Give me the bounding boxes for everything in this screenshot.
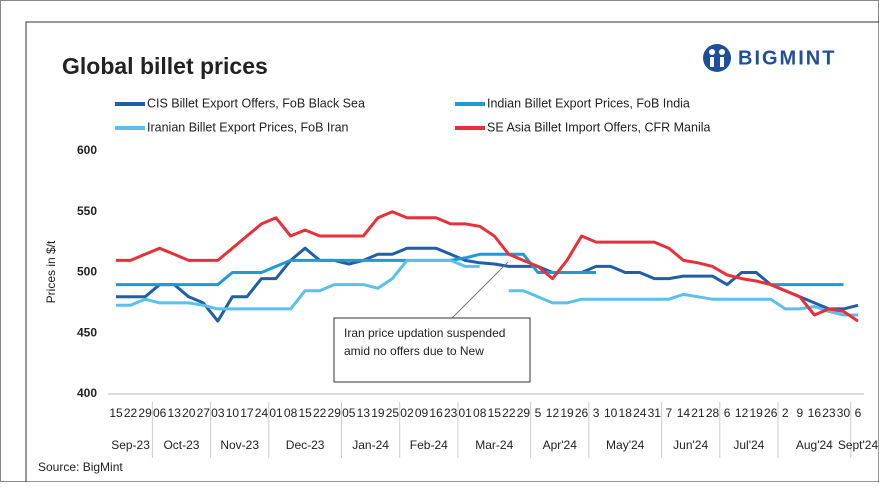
x-tick-label: 15: [488, 406, 502, 420]
x-tick-label: 23: [444, 406, 458, 420]
y-tick-label: 600: [77, 143, 97, 157]
annotation-text: Iran price updation suspended: [344, 326, 505, 340]
x-tick-label: 6: [724, 406, 731, 420]
x-tick-label: 01: [269, 406, 283, 420]
series-line: [116, 246, 859, 323]
x-tick-label: 16: [429, 406, 443, 420]
month-label: Apr'24: [543, 438, 578, 452]
x-tick-label: 19: [749, 406, 763, 420]
x-tick-label: 14: [677, 406, 691, 420]
x-tick-label: 17: [240, 406, 254, 420]
x-tick-label: 18: [619, 406, 633, 420]
legend-label: SE Asia Billet Import Offers, CFR Manila: [487, 120, 710, 134]
y-tick-label: 500: [77, 265, 97, 279]
x-tick-label: 25: [386, 406, 400, 420]
x-tick-label: 6: [855, 406, 862, 420]
chart-title: Global billet prices: [62, 53, 268, 79]
month-label: Sept'24: [838, 438, 879, 452]
x-tick-label: 3: [593, 406, 600, 420]
month-label: Jan-24: [352, 438, 389, 452]
x-tick-label: 24: [255, 406, 269, 420]
x-tick-label: 01: [458, 406, 472, 420]
x-tick-label: 13: [168, 406, 182, 420]
x-tick-label: 10: [604, 406, 618, 420]
month-label: Mar-24: [475, 438, 513, 452]
y-tick-label: 400: [77, 386, 97, 400]
x-tick-label: 19: [371, 406, 385, 420]
x-tick-label: 02: [400, 406, 414, 420]
x-tick-label: 20: [182, 406, 196, 420]
month-label: May'24: [606, 438, 645, 452]
y-tick-label: 450: [77, 325, 97, 339]
x-tick-label: 21: [691, 406, 705, 420]
annotation: [333, 261, 531, 383]
month-label: Sep-23: [111, 438, 150, 452]
x-tick-label: 9: [796, 406, 803, 420]
x-tick-label: 27: [197, 406, 211, 420]
series-line: [116, 210, 859, 323]
x-tick-label: 09: [415, 406, 429, 420]
x-tick-label: 03: [211, 406, 225, 420]
month-label: Jul'24: [733, 438, 764, 452]
x-tick-label: 29: [328, 406, 342, 420]
month-label: Nov-23: [220, 438, 259, 452]
x-tick-label: 31: [648, 406, 662, 420]
x-tick-label: 2: [782, 406, 789, 420]
x-tick-label: 06: [153, 406, 167, 420]
x-tick-label: 15: [298, 406, 312, 420]
x-tick-label: 28: [706, 406, 720, 420]
legend-label: Indian Billet Export Prices, FoB India: [487, 96, 690, 110]
month-label: Jun'24: [673, 438, 708, 452]
x-tick-label: 08: [284, 406, 298, 420]
x-tick-label: 19: [560, 406, 574, 420]
month-label: Oct-23: [163, 438, 199, 452]
x-tick-label: 13: [357, 406, 371, 420]
x-tick-label: 23: [822, 406, 836, 420]
x-tick-label: 5: [535, 406, 542, 420]
x-tick-label: 12: [546, 406, 560, 420]
month-label: Aug'24: [796, 438, 833, 452]
legend-label: Iranian Billet Export Prices, FoB Iran: [147, 120, 349, 134]
x-tick-label: 29: [138, 406, 152, 420]
x-tick-label: 22: [313, 406, 327, 420]
x-tick-label: 16: [808, 406, 822, 420]
x-tick-label: 7: [666, 406, 673, 420]
series-line: [116, 258, 858, 317]
x-tick-label: 15: [109, 406, 123, 420]
x-tick-label: 22: [124, 406, 138, 420]
logo-text: BIGMINT: [738, 47, 836, 69]
month-label: Feb-24: [410, 438, 448, 452]
month-label: Dec-23: [286, 438, 325, 452]
series-line: [116, 252, 844, 287]
x-tick-label: 24: [633, 406, 647, 420]
x-tick-label: 29: [517, 406, 531, 420]
x-tick-label: 30: [837, 406, 851, 420]
x-tick-label: 26: [575, 406, 589, 420]
source: Source: BigMint: [38, 460, 123, 474]
x-tick-label: 05: [342, 406, 356, 420]
x-tick-label: 26: [764, 406, 778, 420]
annotation-text: amid no offers due to New: [344, 344, 484, 358]
y-tick-label: 550: [77, 204, 97, 218]
x-tick-label: 22: [502, 406, 516, 420]
x-tick-label: 10: [226, 406, 240, 420]
x-tick-label: 12: [735, 406, 749, 420]
x-tick-label: 08: [473, 406, 487, 420]
legend-label: CIS Billet Export Offers, FoB Black Sea: [147, 96, 365, 110]
logo-icon: [703, 44, 731, 72]
y-axis-label: Prices in $/t: [44, 240, 58, 303]
